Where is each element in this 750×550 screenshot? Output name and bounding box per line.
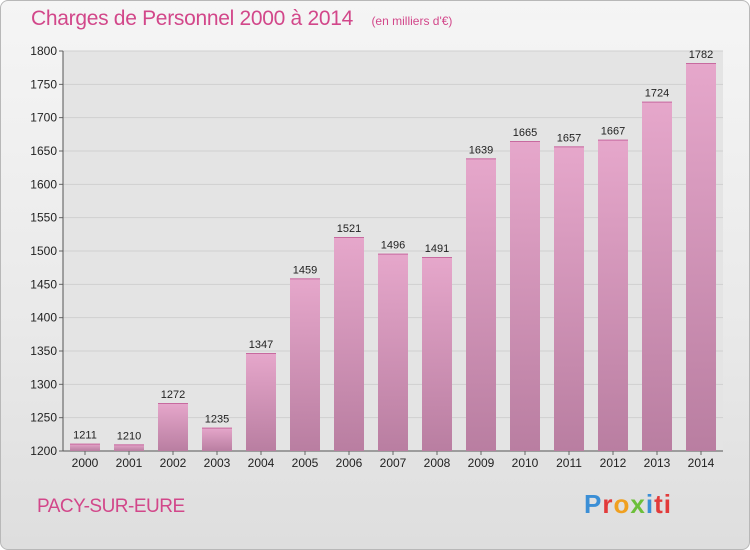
bar xyxy=(642,101,672,452)
x-tick-label: 2011 xyxy=(556,456,582,470)
x-tick-label: 2008 xyxy=(424,456,451,470)
x-tick-label: 2000 xyxy=(72,456,99,470)
bar xyxy=(598,139,628,451)
chart-title: Charges de Personnel 2000 à 2014 xyxy=(31,7,353,30)
bar xyxy=(70,443,100,451)
y-tick-label: 1200 xyxy=(30,444,57,458)
x-tick-label: 2004 xyxy=(248,456,275,470)
x-tick-label: 2012 xyxy=(600,456,627,470)
bar xyxy=(114,444,144,451)
data-label: 1235 xyxy=(205,414,229,426)
data-label: 1665 xyxy=(513,127,537,139)
x-tick-label: 2007 xyxy=(380,456,407,470)
title-row: Charges de Personnel 2000 à 2014 (en mil… xyxy=(31,7,452,31)
x-tick-label: 2013 xyxy=(644,456,671,470)
bar xyxy=(422,257,452,451)
bar xyxy=(378,253,408,451)
chart-subtitle: (en milliers d'€) xyxy=(371,14,453,28)
data-label: 1347 xyxy=(249,339,273,351)
data-label: 1211 xyxy=(73,430,97,442)
bar xyxy=(158,403,188,451)
data-label: 1724 xyxy=(645,88,669,100)
x-tick-label: 2014 xyxy=(688,456,715,470)
y-tick-label: 1750 xyxy=(30,77,57,91)
bar xyxy=(510,141,540,451)
y-tick-label: 1700 xyxy=(30,111,57,125)
x-tick-label: 2001 xyxy=(116,456,143,470)
bar xyxy=(290,278,320,451)
y-tick-label: 1250 xyxy=(30,411,57,425)
bar xyxy=(246,353,276,451)
data-label: 1667 xyxy=(601,126,625,138)
bar xyxy=(334,237,364,451)
bar xyxy=(466,158,496,452)
bar xyxy=(202,427,232,451)
bar xyxy=(686,63,716,451)
y-tick-label: 1600 xyxy=(30,177,57,191)
y-tick-label: 1400 xyxy=(30,311,57,325)
x-tick-label: 2006 xyxy=(336,456,363,470)
x-tick-label: 2003 xyxy=(204,456,231,470)
data-label: 1782 xyxy=(689,49,713,61)
y-tick-label: 1500 xyxy=(30,244,57,258)
y-tick-label: 1550 xyxy=(30,211,57,225)
x-tick-label: 2002 xyxy=(160,456,187,470)
x-tick-label: 2005 xyxy=(292,456,319,470)
data-label: 1491 xyxy=(425,243,449,255)
data-label: 1459 xyxy=(293,264,317,276)
bar xyxy=(554,146,584,452)
y-tick-label: 1800 xyxy=(30,44,57,58)
data-label: 1657 xyxy=(557,132,581,144)
y-tick-label: 1300 xyxy=(30,377,57,391)
x-tick-label: 2009 xyxy=(468,456,495,470)
data-label: 1272 xyxy=(161,389,185,401)
data-label: 1521 xyxy=(337,223,361,235)
y-tick-label: 1450 xyxy=(30,277,57,291)
x-tick-label: 2010 xyxy=(512,456,539,470)
data-label: 1496 xyxy=(381,240,405,252)
place-label: PACY-SUR-EURE xyxy=(37,496,185,517)
y-tick-label: 1650 xyxy=(30,144,57,158)
data-label: 1639 xyxy=(469,144,493,156)
proxiti-logo: Proxiti xyxy=(584,489,672,519)
y-tick-label: 1350 xyxy=(30,344,57,358)
data-label: 1210 xyxy=(117,430,141,442)
